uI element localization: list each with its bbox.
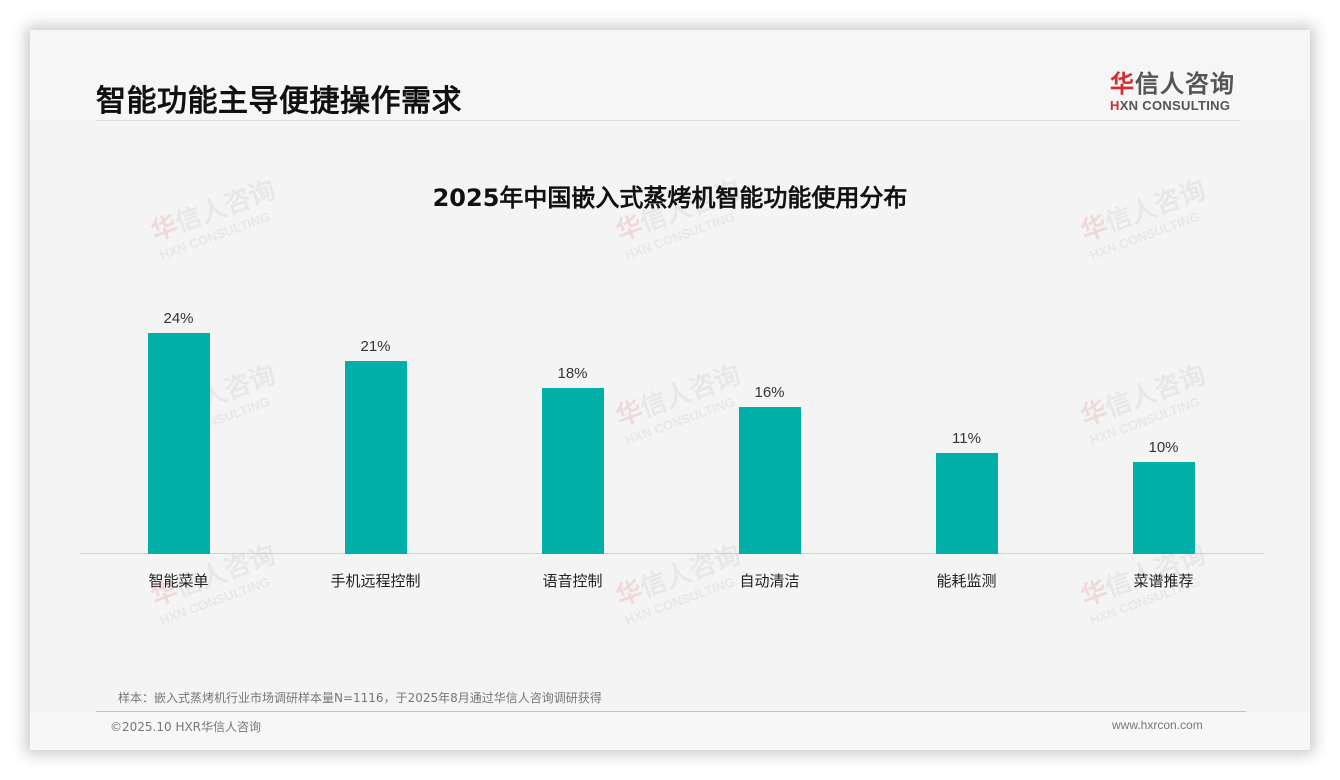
header-band: [30, 30, 1310, 120]
bar: [739, 407, 801, 554]
footer-band: [30, 712, 1310, 750]
bar-chart: 24% 智能菜单 21% 手机远程控制 18% 语音控制 16% 自动清洁 11% 能耗监测 10%…: [80, 260, 1264, 590]
chart-title: 2025年中国嵌入式蒸烤机智能功能使用分布: [432, 184, 908, 212]
category-label: 手机远程控制: [330, 572, 421, 590]
data-label: 11%: [952, 430, 981, 447]
bar-group: 21% 手机远程控制: [277, 260, 474, 590]
logo-en-text: XN CONSULTING: [1119, 98, 1231, 113]
category-label: 能耗监测: [936, 572, 997, 590]
brand-logo: 华信人咨询 HXN CONSULTING: [1110, 64, 1240, 113]
page-title: 智能功能主导便捷操作需求: [96, 84, 462, 119]
data-label: 21%: [360, 338, 391, 355]
copyright: ©2025.10 HXR华信人咨询: [110, 720, 262, 734]
bar: [936, 453, 998, 554]
data-label: 24%: [163, 310, 194, 327]
category-label: 语音控制: [542, 572, 603, 590]
bar: [148, 333, 210, 554]
watermark-mark: 华: [147, 210, 182, 248]
data-label: 10%: [1148, 439, 1179, 456]
watermark-mark: 华: [1077, 210, 1112, 248]
title-divider: [96, 120, 1240, 121]
category-label: 自动清洁: [739, 572, 800, 590]
bar: [1133, 462, 1195, 554]
watermark-mark: 华: [612, 210, 647, 248]
category-label: 智能菜单: [148, 572, 209, 590]
footer-divider: [96, 711, 1246, 712]
bar-group: 11% 能耗监测: [868, 260, 1065, 590]
category-label: 菜谱推荐: [1133, 572, 1194, 590]
sample-note: 样本：嵌入式蒸烤机行业市场调研样本量N=1116，于2025年8月通过华信人咨询…: [118, 691, 602, 705]
logo-cn-text: 信人咨询: [1135, 70, 1235, 98]
logo-mark: 华: [1110, 70, 1135, 98]
bar: [345, 361, 407, 554]
logo-en-mark: H: [1110, 98, 1120, 113]
x-axis-line: [80, 553, 1264, 554]
website-link[interactable]: www.hxrcon.com: [1112, 718, 1203, 732]
data-label: 18%: [557, 365, 588, 382]
bar-group: 10% 菜谱推荐: [1065, 260, 1262, 590]
slide: 智能功能主导便捷操作需求 华信人咨询 HXN CONSULTING 华信人咨询 H…: [30, 30, 1310, 750]
bar-group: 24% 智能菜单: [80, 260, 277, 590]
data-label: 16%: [754, 384, 785, 401]
bar-group: 18% 语音控制: [474, 260, 671, 590]
bar: [542, 388, 604, 554]
bar-group: 16% 自动清洁: [671, 260, 868, 590]
